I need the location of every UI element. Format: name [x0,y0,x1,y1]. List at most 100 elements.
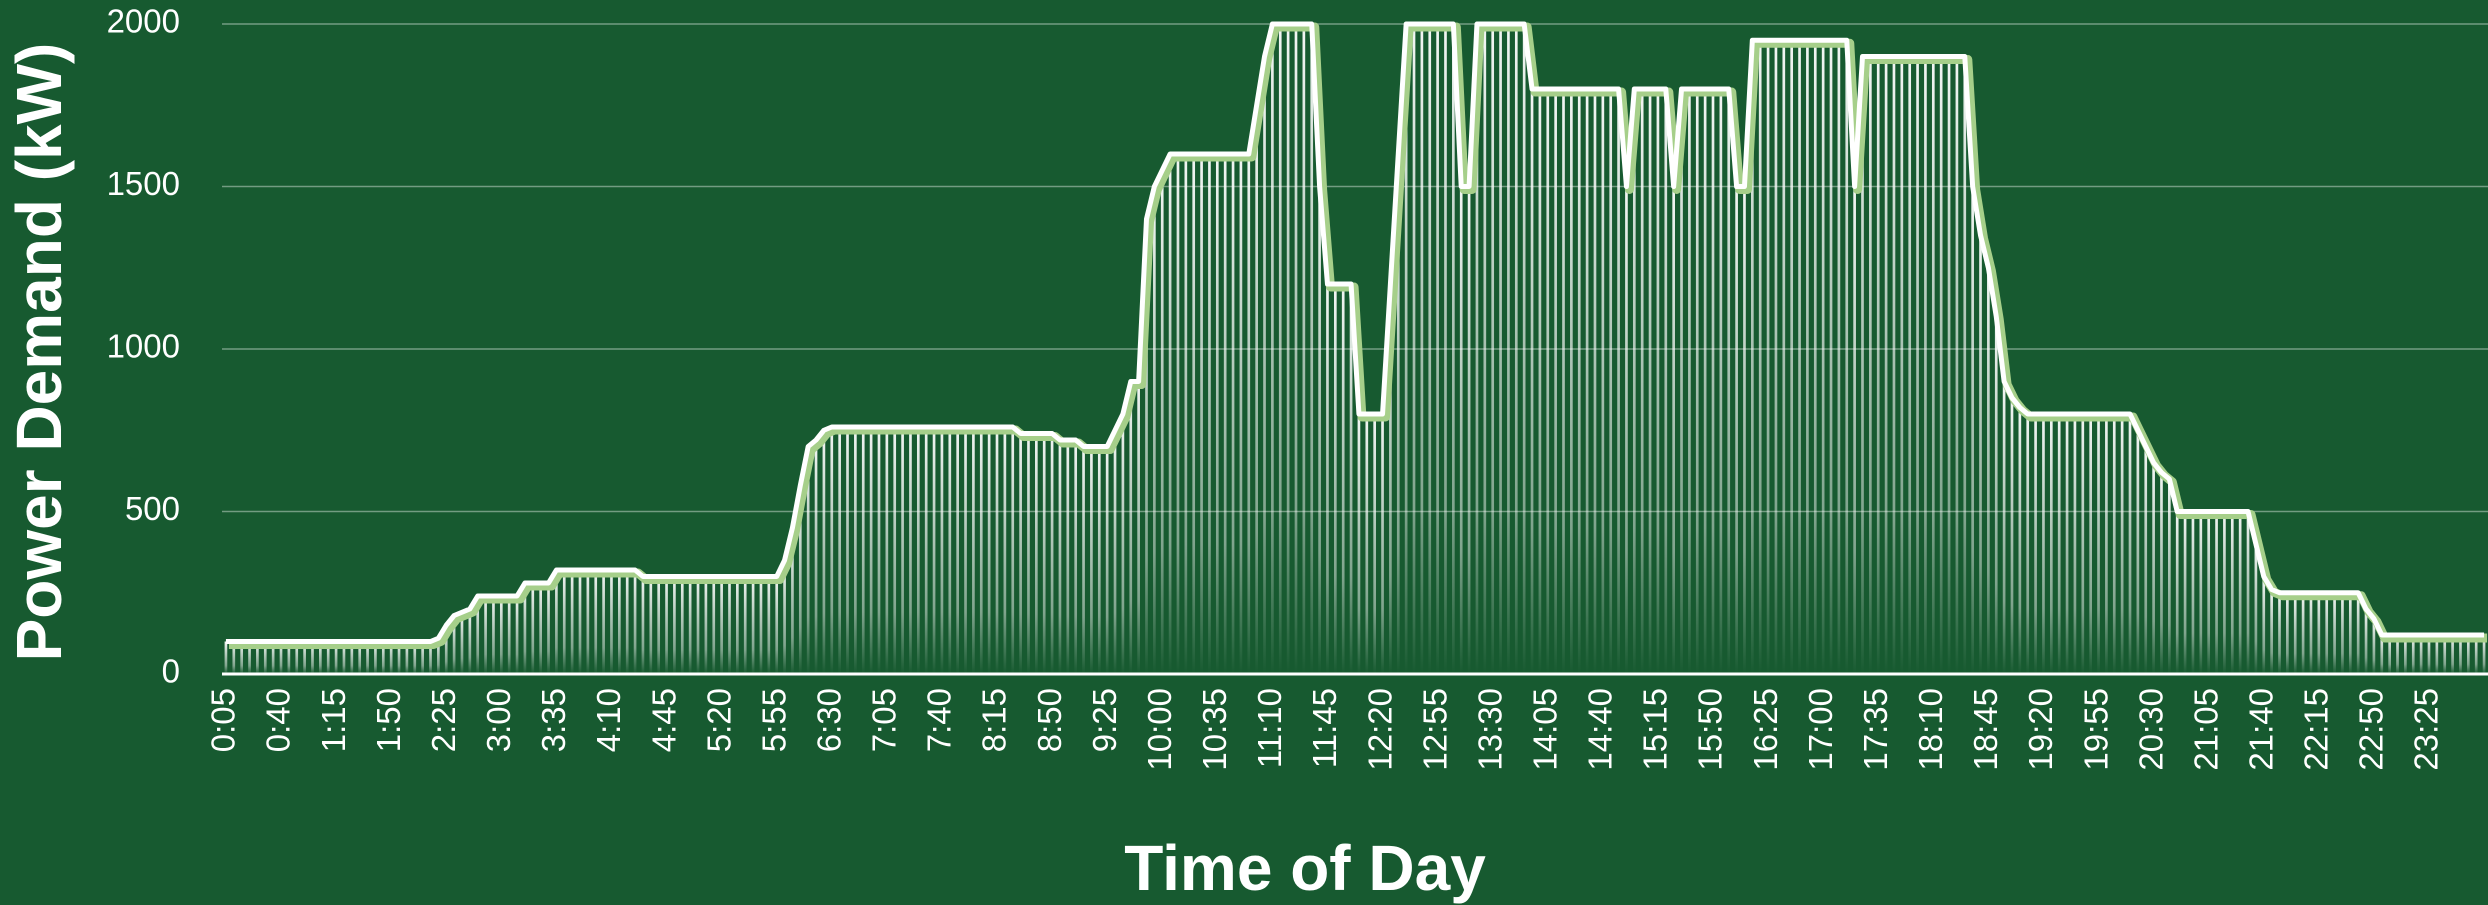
bar [916,427,920,674]
bar [1601,89,1605,674]
bar [1302,24,1306,674]
bar [452,615,456,674]
bar [468,609,472,674]
bar [1184,154,1188,674]
bar [2278,592,2281,674]
bar [2380,635,2384,674]
bar [987,427,991,674]
bar [775,576,779,674]
x-tick-label: 8:15 [976,688,1013,752]
bar [901,427,904,674]
bar [350,641,354,674]
bar [822,430,826,674]
bar [1813,40,1817,674]
bar [1884,56,1888,674]
bar [1821,40,1825,674]
x-tick-label: 11:10 [1251,688,1288,768]
bar [437,638,440,674]
bar [633,570,637,674]
bar [2168,479,2171,674]
bar [381,641,385,674]
bar [2230,511,2234,674]
x-tick-label: 21:05 [2187,688,2224,771]
bar [783,560,786,674]
bar [295,641,299,674]
bar [1924,56,1927,674]
bar [397,641,401,674]
bar [806,446,810,674]
bar [1027,433,1030,674]
bar [1750,40,1754,674]
x-tick-label: 19:55 [2077,688,2114,771]
bar [2215,511,2218,674]
bar [2120,414,2124,674]
bar [2325,592,2329,674]
x-tick-label: 7:05 [866,688,903,752]
bar [2207,511,2211,674]
bar [1294,24,1298,674]
bar [1475,24,1479,674]
bar [1711,89,1715,674]
bar [1869,56,1872,674]
bar [2081,414,2085,674]
bar [1058,440,1062,674]
bar [2034,414,2037,674]
x-tick-label: 10:00 [1141,688,1178,771]
bar [2191,511,2195,674]
bar [1105,446,1109,674]
x-tick-label: 10:35 [1196,688,1233,771]
bar [413,641,417,674]
bar [1192,154,1196,674]
x-tick-label: 5:55 [755,688,792,752]
x-tick-label: 18:10 [1912,688,1949,771]
x-tick-label: 13:30 [1471,688,1508,771]
bar [1491,24,1495,674]
bar [1239,154,1243,674]
bar [1011,427,1015,674]
bar [956,427,960,674]
bar [570,570,574,674]
bar [2183,511,2187,674]
bar [1090,446,1093,674]
bar [1404,24,1408,674]
bar [2443,635,2447,674]
bar [877,427,881,674]
bar [1931,56,1935,674]
bar [460,612,464,674]
y-axis-title: Power Demand (kW) [3,43,75,662]
x-tick-label: 15:15 [1637,688,1674,771]
bar [1286,24,1290,674]
x-tick-label: 17:35 [1857,688,1894,771]
bar [665,576,668,674]
line [225,21,2485,644]
bar [421,641,424,674]
x-axis-title: Time of Day [1124,832,1486,904]
bar [342,641,346,674]
bar [1357,414,1361,674]
bar [798,485,802,674]
bar [2270,589,2273,674]
bar [1137,381,1140,674]
bar [2057,414,2061,674]
bar [326,641,330,674]
bar [759,576,763,674]
bar [1003,427,1007,674]
bar [1208,154,1211,674]
bar [1994,316,1998,674]
x-tick-label: 9:25 [1086,688,1123,752]
bar [1412,24,1416,674]
bar [1271,24,1274,674]
bar [1444,24,1447,674]
bar [688,576,692,674]
bar [1082,446,1085,674]
bar [1546,89,1550,674]
bar [2411,635,2415,674]
bar [2010,397,2014,674]
bar [940,427,944,674]
bar [2238,511,2242,674]
bar [2089,414,2093,674]
bar [263,641,267,674]
bar [1318,186,1321,674]
bar [1255,105,1258,674]
